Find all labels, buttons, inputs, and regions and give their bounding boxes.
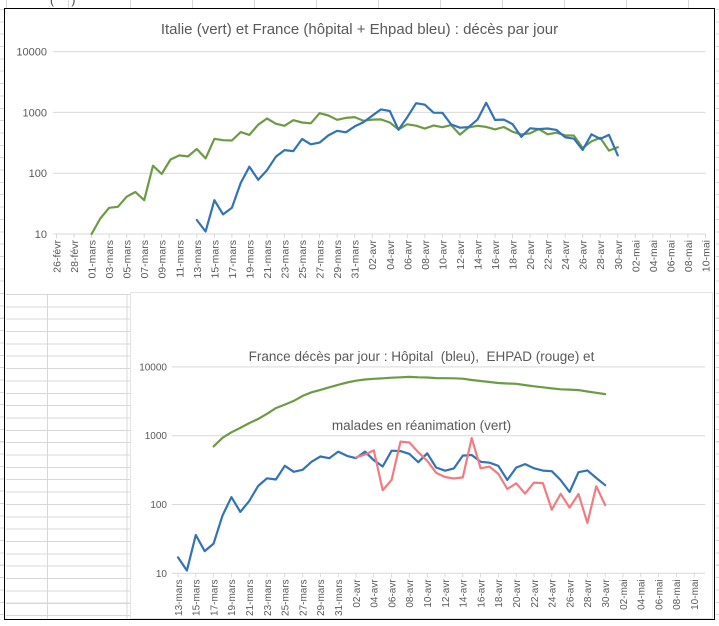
x-tick-label: 02-avr [367, 239, 379, 269]
x-tick-label: 10-avr [423, 579, 434, 608]
x-tick-label: 28-avr [583, 579, 594, 608]
bottom-chart-title: France décès par jour : Hôpital (bleu), … [131, 299, 712, 483]
x-tick-label: 07-mars [139, 240, 151, 279]
x-tick-label: 22-avr [530, 579, 541, 608]
x-tick-label: 16-avr [476, 579, 487, 608]
y-tick-label: 100 [150, 500, 167, 511]
x-tick-label: 20-avr [512, 579, 523, 608]
y-tick-label: 1000 [145, 431, 168, 442]
sheet-grid-right-sliver [716, 9, 719, 619]
y-tick-label: 10000 [139, 362, 167, 373]
top-chart-plot: 10 100 1000 10000 26-févr 28-févr 01-mars 03-ma… [16, 46, 712, 279]
x-tick-label: 04-mai [637, 579, 648, 610]
x-tick-label: 30-avr [601, 579, 612, 608]
y-tick-label: 1000 [22, 107, 46, 119]
x-tick-label: 13-mars [191, 240, 203, 279]
x-tick-label: 06-mai [654, 579, 665, 610]
x-tick-label: 29-mars [332, 240, 344, 279]
x-tick-label: 24-avr [560, 239, 572, 269]
series-france-hopital-ehpad[interactable] [195, 101, 619, 233]
x-tick-label: 27-mars [314, 240, 326, 279]
x-tick-label: 08-mai [682, 240, 694, 272]
x-tick-label: 06-mai [665, 240, 677, 272]
x-tick-label: 26-avr [577, 239, 589, 269]
x-tick-label: 20-avr [525, 239, 537, 269]
bottom-chart-title-line1: France décès par jour : Hôpital (bleu), … [248, 349, 595, 364]
x-tick-label: 10-mai [690, 579, 701, 610]
x-tick-label: 18-avr [507, 239, 519, 269]
x-tick-label: 09-mars [156, 240, 168, 279]
y-tick-label: 10000 [16, 46, 47, 58]
x-tick-label: 19-mars [244, 240, 256, 279]
x-tick-label: 17-mars [226, 240, 238, 279]
x-tick-label: 25-mars [281, 579, 292, 616]
x-tick-label: 10-avr [437, 239, 449, 269]
sheet-grid-top-sliver [0, 0, 719, 8]
x-tick-label: 14-avr [459, 579, 470, 608]
x-tick-label: 18-avr [494, 579, 505, 608]
x-tick-label: 21-mars [262, 240, 274, 279]
x-tick-label: 14-avr [472, 239, 484, 269]
x-tick-label: 06-avr [387, 579, 398, 608]
x-tick-label: 04-avr [370, 579, 381, 608]
x-tick-label: 31-mars [334, 579, 345, 616]
series-hopital[interactable] [176, 449, 607, 572]
x-tick-label: 27-mars [298, 579, 309, 616]
x-tick-label: 15-mars [209, 240, 221, 279]
x-tick-label: 02-avr [352, 579, 363, 608]
x-tick-label: 08-mai [672, 579, 683, 610]
clipped-cell-text: ( ) [50, 0, 83, 7]
x-tick-label: 30-avr [612, 239, 624, 269]
x-tick-label: 06-avr [402, 239, 414, 269]
y-tick-label: 10 [34, 228, 46, 240]
x-tick-label: 05-mars [121, 240, 133, 279]
x-tick-label: 03-mars [104, 240, 116, 279]
x-tick-label: 23-mars [279, 240, 291, 279]
x-tick-label: 02-mai [619, 579, 630, 610]
x-tick-label: 10-mai [700, 240, 712, 272]
y-tick-label: 100 [28, 168, 46, 180]
x-tick-label: 25-mars [297, 240, 309, 279]
x-tick-label: 29-mars [316, 579, 327, 616]
x-tick-label: 08-avr [405, 579, 416, 608]
sheet-cells-panel[interactable] [5, 293, 131, 619]
x-tick-label: 28-févr [69, 239, 81, 272]
x-tick-label: 26-avr [565, 579, 576, 608]
x-tick-label: 15-mars [192, 579, 203, 616]
series-reanimation[interactable] [212, 375, 607, 448]
series-italie[interactable] [89, 111, 619, 235]
x-tick-label: 12-avr [441, 579, 452, 608]
x-tick-label: 22-avr [542, 239, 554, 269]
x-tick-label: 23-mars [263, 579, 274, 616]
x-tick-label: 12-avr [454, 239, 466, 269]
x-tick-label: 21-mars [245, 579, 256, 616]
x-tick-label: 24-avr [548, 579, 559, 608]
bottom-chart-plot: 10 100 1000 10000 13-mars 15-mars 17-mars 19-ma… [139, 362, 705, 616]
x-tick-label: 17-mars [209, 579, 220, 616]
x-tick-label: 28-avr [595, 239, 607, 269]
x-tick-label: 02-mai [630, 240, 642, 272]
top-chart[interactable]: Italie (vert) et France (hôpital + Ehpad… [5, 9, 714, 293]
x-tick-label: 04-avr [384, 239, 396, 269]
x-tick-label: 19-mars [227, 579, 238, 616]
x-tick-label: 08-avr [419, 239, 431, 269]
x-tick-label: 04-mai [647, 240, 659, 272]
y-tick-label: 10 [156, 569, 168, 580]
x-tick-label: 26-févr [51, 239, 63, 272]
sheet-grid-left-sliver [0, 9, 4, 621]
top-chart-title: Italie (vert) et France (hôpital + Ehpad… [160, 20, 559, 38]
series-ehpad[interactable] [354, 437, 607, 524]
x-tick-label: 11-mars [174, 240, 186, 278]
x-tick-label: 16-avr [490, 239, 502, 269]
x-tick-label: 01-mars [86, 240, 98, 279]
outer-border [4, 8, 715, 620]
bottom-chart-title-line2: malades en réanimation (vert) [331, 418, 512, 433]
x-tick-label: 13-mars [174, 579, 185, 616]
bottom-chart[interactable]: France décès par jour : Hôpital (bleu), … [130, 292, 713, 619]
x-tick-label: 31-mars [349, 240, 361, 279]
